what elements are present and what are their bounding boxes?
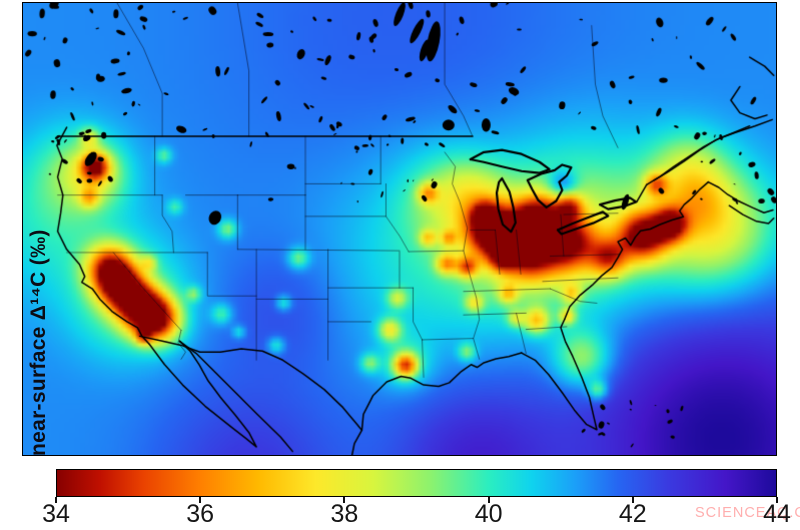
colorbar-tick-label: 34 bbox=[42, 500, 70, 528]
colorbar-tick bbox=[199, 497, 202, 503]
colorbar-tick bbox=[776, 497, 778, 503]
colorbar-tick-label: 40 bbox=[474, 500, 503, 528]
colorbar-tick-label: 42 bbox=[618, 500, 647, 528]
colorbar-tick bbox=[631, 497, 634, 503]
watermark: SCIENCEAQ.COM bbox=[695, 505, 800, 521]
us-delta14c-heatmap bbox=[22, 2, 777, 456]
colorbar-ticks bbox=[55, 497, 778, 504]
colorbar: 34 36 38 40 42 44 bbox=[42, 469, 791, 530]
colorbar-tick bbox=[55, 497, 57, 503]
colorbar-labels: 34 36 38 40 42 44 bbox=[42, 500, 791, 530]
colorbar-tick-label: 36 bbox=[186, 500, 215, 528]
colorbar-tick bbox=[487, 497, 490, 503]
colorbar-gradient bbox=[56, 469, 777, 497]
colorbar-tick bbox=[343, 497, 346, 503]
colorbar-tick-label: 38 bbox=[330, 500, 359, 528]
colorbar-tick-label: 44 bbox=[763, 500, 791, 528]
y-axis-label: near-surface Δ¹⁴C (‰) bbox=[27, 229, 50, 456]
heatmap-canvas bbox=[23, 3, 776, 455]
